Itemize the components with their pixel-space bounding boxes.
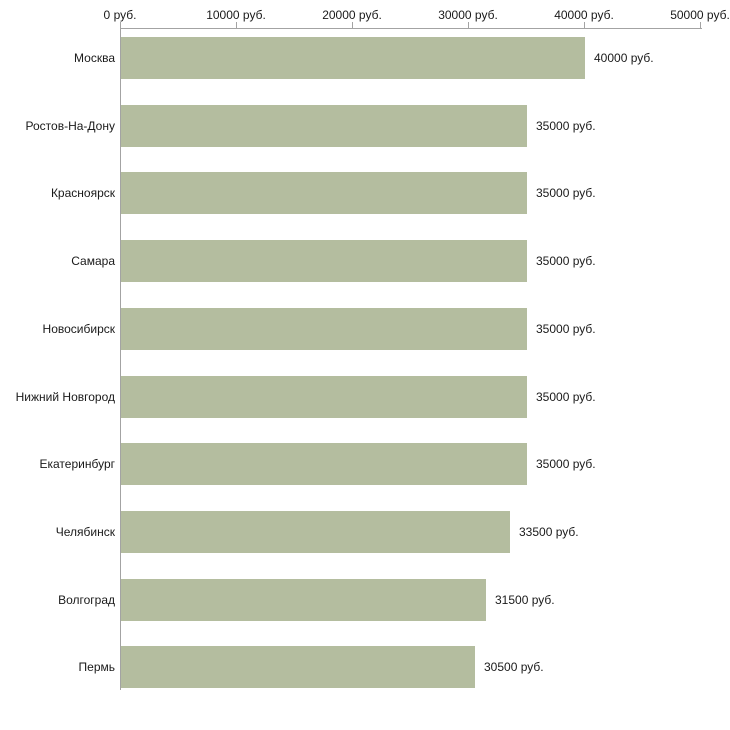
value-label: 35000 руб. (536, 254, 596, 269)
category-label: Екатеринбург (39, 457, 116, 472)
bar (121, 375, 527, 418)
x-axis-tick-mark (120, 22, 121, 29)
bar (121, 646, 475, 689)
category-label: Ростов-На-Дону (25, 118, 115, 133)
x-axis-tick-mark (700, 22, 701, 29)
x-axis-tick-label: 40000 руб. (554, 8, 614, 22)
value-label: 40000 руб. (594, 51, 654, 65)
category-label: Волгоград (58, 592, 115, 607)
x-axis-tick-mark (468, 22, 469, 29)
y-axis-line (120, 28, 121, 690)
x-axis-tick-mark (584, 22, 585, 29)
x-axis-tick-label: 0 руб. (103, 8, 137, 22)
category-label: Самара (71, 254, 115, 269)
value-label: 33500 руб. (519, 524, 579, 539)
bar (121, 443, 527, 486)
category-label: Нижний Новгород (15, 389, 115, 404)
value-label: 30500 руб. (484, 660, 544, 675)
bar (121, 307, 527, 350)
bar (121, 578, 486, 621)
category-label: Пермь (78, 660, 115, 675)
x-axis-tick-label: 50000 руб. (670, 8, 730, 22)
x-axis-tick-mark (236, 22, 237, 29)
category-label: Красноярск (50, 186, 115, 201)
x-axis-tick-label: 20000 руб. (322, 8, 382, 22)
bar (121, 37, 585, 79)
x-axis-line (120, 28, 702, 29)
bar (121, 240, 527, 283)
value-label: 35000 руб. (536, 389, 596, 404)
value-label: 31500 руб. (495, 592, 555, 607)
bar (121, 172, 527, 215)
category-label: Челябинск (55, 524, 115, 539)
value-label: 35000 руб. (536, 186, 596, 201)
bar (121, 510, 510, 553)
bar (121, 104, 527, 147)
x-axis-tick-label: 30000 руб. (438, 8, 498, 22)
value-label: 35000 руб. (536, 118, 596, 133)
x-axis-tick-mark (352, 22, 353, 29)
category-label: Москва (74, 51, 115, 65)
category-label: Новосибирск (42, 321, 115, 336)
value-label: 35000 руб. (536, 457, 596, 472)
x-axis-tick-label: 10000 руб. (206, 8, 266, 22)
value-label: 35000 руб. (536, 321, 596, 336)
